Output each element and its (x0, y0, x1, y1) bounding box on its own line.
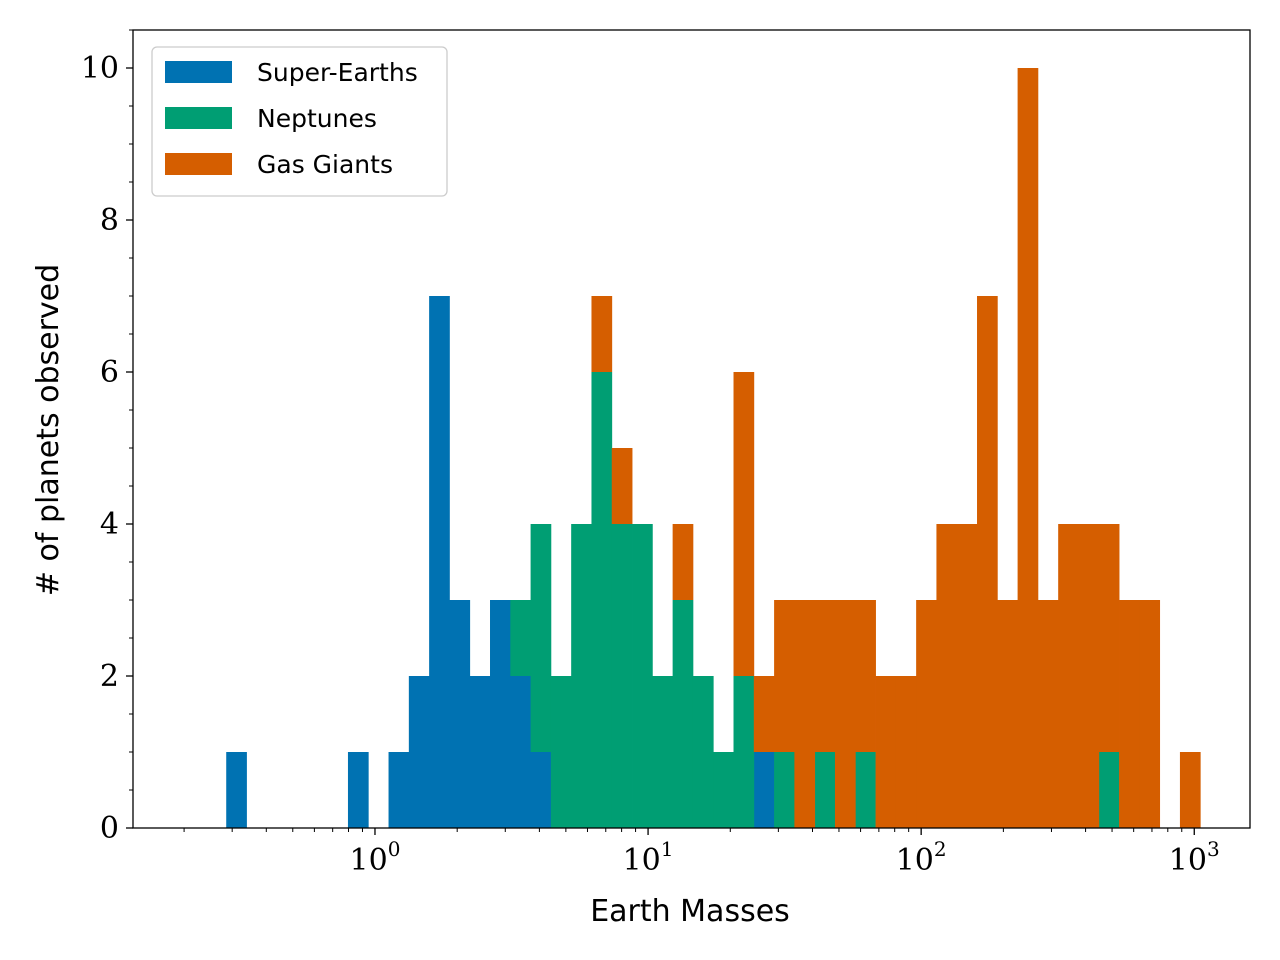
bar-series-2-bin-44 (1119, 600, 1140, 828)
bar-series-2-bin-18 (591, 296, 613, 372)
bar-series-2-bin-37 (977, 296, 998, 828)
bar-series-2-bin-39 (1017, 68, 1039, 828)
bar-series-1-bin-18 (591, 372, 613, 828)
x-tick-label: 103 (1169, 837, 1220, 878)
bar-series-1-bin-14 (510, 600, 531, 676)
bar-series-2-bin-25 (733, 372, 755, 676)
bar-series-2-bin-38 (997, 600, 1018, 828)
bar-series-2-bin-22 (672, 524, 694, 600)
bar-series-1-bin-23 (692, 676, 714, 828)
bar-series-2-bin-26 (753, 676, 775, 752)
bar-series-2-bin-42 (1078, 524, 1100, 828)
x-tick-exponent: 0 (388, 837, 401, 861)
bar-series-1-bin-24 (713, 752, 734, 828)
bar-series-1-bin-21 (652, 676, 674, 828)
bar-series-1-bin-27 (774, 752, 795, 828)
bar-series-2-bin-41 (1058, 524, 1079, 828)
y-axis: 0 2 4 6 8 10 (81, 29, 133, 846)
y-tick-label: 4 (100, 507, 119, 542)
bar-series-0-bin-15 (530, 752, 552, 828)
x-tick-base: 10 (623, 843, 661, 878)
x-tick-base: 10 (1169, 843, 1207, 878)
bar-series-0-bin-13 (490, 600, 511, 828)
bar-series-1-bin-16 (550, 676, 572, 828)
bar-series-1-bin-31 (855, 752, 876, 828)
plot-frame (132, 29, 1251, 829)
bar-series-2-bin-29 (814, 600, 836, 752)
bar-series-2-bin-47 (1179, 752, 1201, 828)
bar-series-1-bin-15 (530, 524, 552, 752)
bars-layer (226, 68, 1201, 828)
bar-series-2-bin-34 (916, 600, 937, 828)
legend: Super-Earths Neptunes Gas Giants (151, 46, 448, 197)
legend-label: Gas Giants (257, 150, 393, 179)
x-tick-exponent: 3 (1207, 837, 1220, 861)
bar-series-2-bin-19 (611, 448, 633, 524)
bar-series-0-bin-8 (388, 752, 410, 828)
bar-series-2-bin-27 (774, 600, 795, 752)
y-tick-label: 8 (100, 203, 119, 238)
y-tick-label: 10 (81, 51, 119, 86)
x-tick-label: 102 (896, 837, 947, 878)
x-axis-label: Earth Masses (590, 894, 790, 929)
bar-series-2-bin-36 (956, 524, 978, 828)
y-tick-label: 2 (100, 659, 119, 694)
x-tick-exponent: 2 (934, 837, 947, 861)
bar-series-0-bin-0 (226, 752, 247, 828)
bar-series-1-bin-19 (611, 524, 633, 828)
bar-series-2-bin-45 (1139, 600, 1161, 828)
bar-series-1-bin-25 (733, 676, 755, 828)
bar-series-2-bin-31 (855, 600, 876, 752)
x-tick-label: 100 (350, 837, 401, 878)
x-tick-label: 101 (623, 837, 674, 878)
bar-series-0-bin-12 (469, 676, 491, 828)
bar-series-2-bin-30 (834, 600, 856, 828)
y-tick-label: 6 (100, 355, 119, 390)
legend-label: Super-Earths (257, 58, 418, 87)
bar-series-2-bin-33 (895, 676, 917, 828)
bar-series-2-bin-40 (1037, 600, 1059, 828)
legend-swatch (165, 61, 232, 83)
bar-series-1-bin-20 (632, 524, 653, 828)
bar-series-0-bin-14 (510, 676, 531, 828)
bar-series-0-bin-11 (449, 600, 471, 828)
bar-series-1-bin-17 (571, 524, 592, 828)
bar-series-1-bin-22 (672, 600, 694, 828)
bar-series-2-bin-35 (936, 524, 958, 828)
x-tick-base: 10 (350, 843, 388, 878)
y-tick-label: 0 (100, 811, 119, 846)
bar-series-1-bin-43 (1098, 752, 1120, 828)
legend-swatch (165, 153, 232, 175)
bar-series-2-bin-32 (875, 676, 897, 828)
y-axis-label: # of planets observed (31, 264, 66, 596)
bar-series-2-bin-28 (794, 600, 816, 828)
bar-series-2-bin-43 (1098, 524, 1120, 752)
bar-series-0-bin-26 (753, 752, 775, 828)
legend-swatch (165, 107, 232, 129)
bar-series-1-bin-29 (814, 752, 836, 828)
bar-series-0-bin-6 (347, 752, 369, 828)
x-tick-base: 10 (896, 843, 934, 878)
bar-series-0-bin-9 (408, 676, 430, 828)
x-axis: 100 101 102 103 (183, 828, 1220, 878)
bar-series-0-bin-10 (429, 296, 450, 828)
legend-label: Neptunes (257, 104, 377, 133)
x-tick-exponent: 1 (661, 837, 674, 861)
